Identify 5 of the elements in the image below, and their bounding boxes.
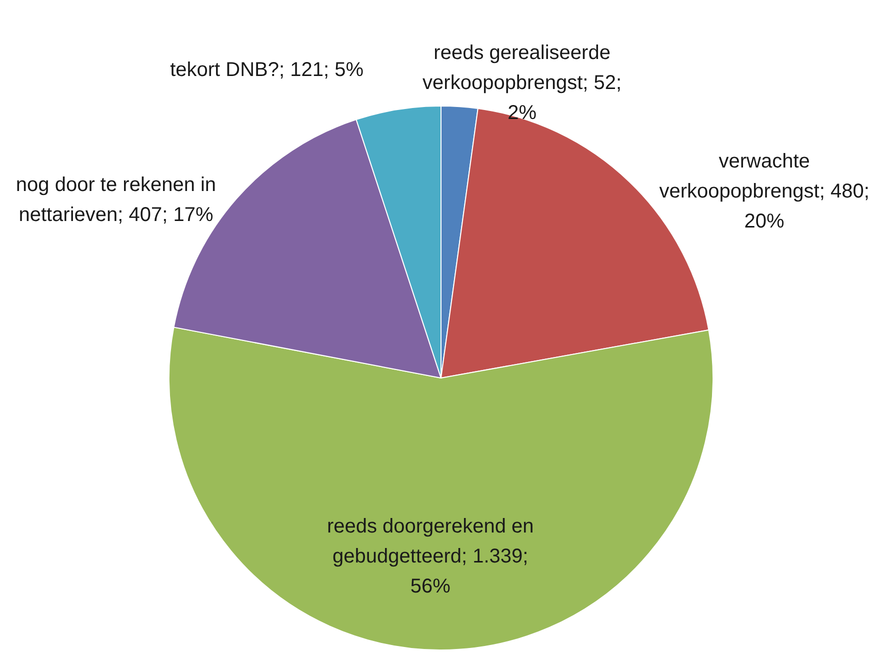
slice-label: tekort DNB?; 121; 5% <box>170 58 364 81</box>
slice-label: verwachte verkoopopbrengst; 480; 20% <box>659 150 870 233</box>
slice-label: reeds gerealiseerde verkoopopbrengst; 52; 2% <box>422 42 622 124</box>
slice-label: nog door te rekenen in nettarieven; 407; 17% <box>16 174 216 226</box>
slice-label: reeds doorgerekend en gebudgetteerd; 1.339; 56% <box>326 516 534 598</box>
